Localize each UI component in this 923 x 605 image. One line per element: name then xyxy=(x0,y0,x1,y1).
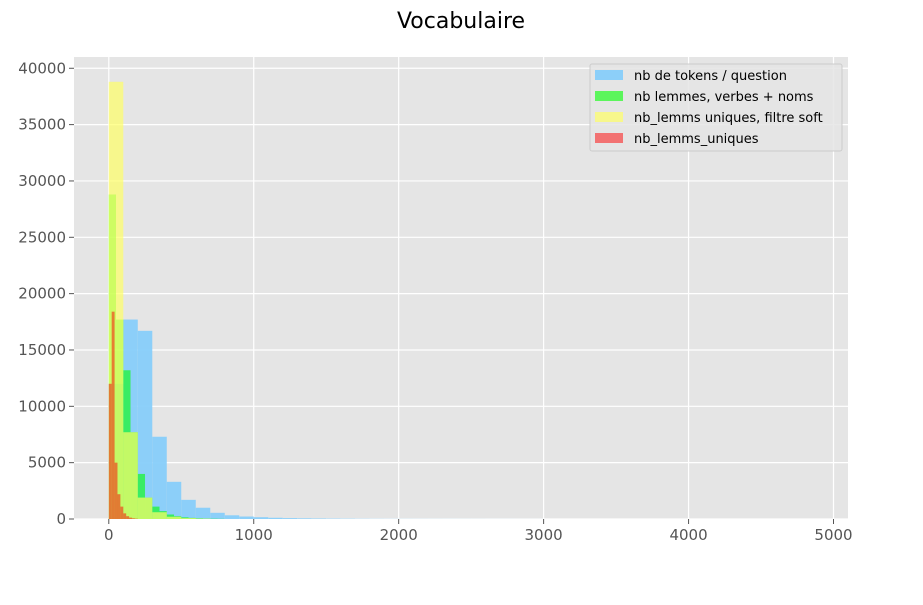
histogram-bar xyxy=(195,507,211,519)
histogram-bar xyxy=(152,436,167,519)
x-axis-ticks: 0 1000 2000 3000 4000 5000 xyxy=(104,519,853,544)
legend-item: nb lemmes, verbes + noms xyxy=(595,90,814,105)
histogram-bar xyxy=(129,517,132,519)
histogram-bar xyxy=(282,518,298,519)
legend: nb de tokens / question nb lemmes, verbes… xyxy=(589,63,843,152)
legend-item: nb_lemms uniques, filtre soft xyxy=(595,111,823,126)
x-tick-label: 0 xyxy=(104,526,114,544)
histogram-bar xyxy=(137,473,146,519)
y-tick-label: 20000 xyxy=(18,285,66,303)
x-tick-label: 1000 xyxy=(235,526,273,544)
histogram-bar xyxy=(131,518,135,519)
histogram-bar xyxy=(123,432,138,519)
legend-label: nb_lemms uniques, filtre soft xyxy=(634,111,823,126)
y-tick-label: 30000 xyxy=(18,172,66,190)
legend-swatch xyxy=(595,112,623,122)
legend-swatch xyxy=(595,91,623,101)
histogram-bar xyxy=(253,517,269,519)
x-tick-label: 3000 xyxy=(525,526,563,544)
histogram-bar xyxy=(152,512,167,519)
histogram-bar xyxy=(166,481,182,519)
x-tick-label: 2000 xyxy=(380,526,418,544)
legend-label: nb lemmes, verbes + noms xyxy=(634,90,814,105)
y-tick-label: 0 xyxy=(56,510,66,528)
y-tick-label: 15000 xyxy=(18,341,66,359)
y-axis-ticks: 0 5000 10000 15000 20000 25000 30000 35000 40000 xyxy=(18,59,74,528)
histogram-bars xyxy=(108,81,544,519)
histogram-bar xyxy=(114,462,118,519)
series-4-bars xyxy=(108,311,138,519)
histogram-bar xyxy=(224,515,240,519)
grid-lines xyxy=(74,57,848,520)
legend-label: nb de tokens / question xyxy=(634,69,787,84)
histogram-bar xyxy=(181,499,196,519)
legend-label: nb_lemms_uniques xyxy=(634,132,759,147)
histogram-bar xyxy=(181,518,196,519)
histogram-bar xyxy=(120,506,124,519)
y-tick-label: 25000 xyxy=(18,228,66,246)
histogram-bar xyxy=(239,516,254,519)
y-tick-label: 35000 xyxy=(18,116,66,134)
histogram-bar xyxy=(210,512,225,519)
histogram-bar xyxy=(123,513,127,519)
x-tick-label: 5000 xyxy=(814,526,852,544)
histogram-bar xyxy=(137,497,153,519)
legend-swatch xyxy=(595,133,623,143)
legend-item: nb_lemms_uniques xyxy=(595,132,759,147)
histogram-bar xyxy=(297,518,312,519)
histogram-bar xyxy=(126,516,130,519)
histogram-bar xyxy=(108,383,112,519)
legend-item: nb de tokens / question xyxy=(595,69,787,84)
y-tick-label: 10000 xyxy=(18,397,66,415)
histogram-bar xyxy=(117,494,121,519)
legend-box xyxy=(589,63,843,152)
histogram-bar xyxy=(311,518,327,519)
chart-title: Vocabulaire xyxy=(397,9,525,34)
y-tick-label: 40000 xyxy=(18,59,66,77)
histogram-bar xyxy=(268,517,283,519)
y-tick-label: 5000 xyxy=(28,454,66,472)
x-tick-label: 4000 xyxy=(669,526,707,544)
legend-swatch xyxy=(595,70,623,80)
histogram-bar xyxy=(137,330,153,519)
histogram-bar xyxy=(111,311,115,519)
histogram-bar xyxy=(166,516,182,519)
